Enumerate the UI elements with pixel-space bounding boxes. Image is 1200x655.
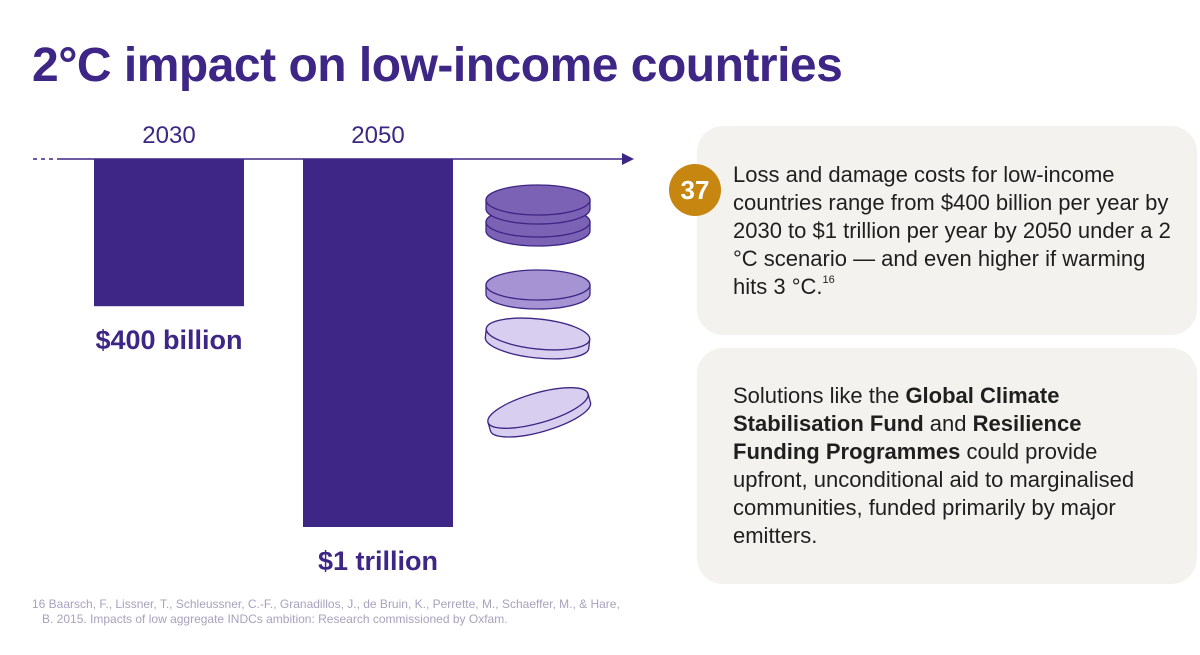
loss-damage-body: Loss and damage costs for low-income cou…: [733, 162, 1171, 299]
coin-3: [485, 269, 591, 310]
category-label-2030: 2030: [142, 122, 195, 149]
info-card-solutions: [697, 348, 1197, 584]
coin-5: [487, 387, 592, 438]
solutions-text-3: could provide upfront, unconditional aid…: [733, 439, 1135, 548]
value-label-2030: $400 billion: [95, 325, 242, 355]
value-label-2050: $1 trillion: [318, 546, 438, 576]
chart: 2030 $400 billion 2050 $1 trillion: [33, 122, 634, 576]
coin-3-face: [485, 269, 591, 301]
coin-2-face: [485, 184, 591, 216]
axis-arrow-icon: [622, 153, 634, 165]
coins-icon: [484, 184, 592, 438]
info-card-loss-damage: [697, 126, 1197, 335]
page-title: 2°C impact on low-income countries: [32, 39, 843, 92]
bar-2050: [303, 159, 453, 527]
coin-4-face: [485, 317, 591, 351]
footnote: 16 Baarsch, F., Lissner, T., Schleussner…: [32, 597, 620, 627]
bar-2030: [94, 159, 244, 307]
category-label-2050: 2050: [351, 122, 404, 149]
footnote-line-2: B. 2015. Impacts of low aggregate INDCs …: [42, 612, 508, 626]
loss-damage-text: Loss and damage costs for low-income cou…: [733, 161, 1173, 301]
bar-layer: 2030 $400 billion 2050 $1 trillion: [94, 122, 453, 576]
solutions-fund-name: Global Climate Stabilisation Fund: [733, 383, 1060, 436]
footnote-ref: 16: [822, 274, 835, 286]
number-badge: 37: [669, 164, 721, 216]
solutions-text-2: and: [923, 411, 973, 436]
footnote-line-1: 16 Baarsch, F., Lissner, T., Schleussner…: [32, 597, 620, 611]
solutions-text: Solutions like the Global Climate Stabil…: [733, 382, 1173, 550]
coin-5-face: [487, 387, 589, 429]
solutions-text-1: Solutions like the: [733, 383, 906, 408]
coin-2: [485, 184, 591, 225]
coin-4: [484, 317, 591, 360]
solutions-programme-name: Resilience Funding Programmes: [733, 411, 1082, 464]
